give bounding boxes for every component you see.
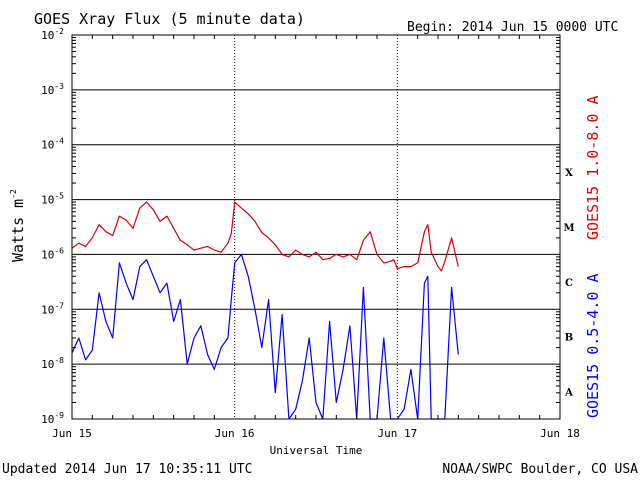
- legend-long-channel: GOES15 1.0-8.0 A: [584, 96, 602, 241]
- credit-line: NOAA/SWPC Boulder, CO USA: [442, 462, 638, 477]
- x-tick-label: Jun 18: [540, 427, 580, 440]
- y-tick-label: 10-7: [41, 301, 64, 316]
- x-tick-label: Jun 15: [52, 427, 92, 440]
- grid-lines: [71, 34, 561, 420]
- updated-timestamp: Updated 2014 Jun 17 10:35:11 UTC: [2, 462, 252, 477]
- y-axis-label: Watts m-2: [9, 189, 27, 262]
- y-tick-labels: 10-2 10-3 10-4 10-5 10-6 10-7 10-8 10-9: [41, 27, 64, 426]
- y-tick-label: 10-6: [41, 246, 64, 261]
- x-axis-label: Universal Time: [270, 444, 363, 457]
- legend-short-channel: GOES15 0.5-4.0 A: [584, 274, 602, 419]
- flare-class-label: A: [564, 388, 573, 399]
- flare-class-label: X: [565, 168, 573, 179]
- begin-time: Begin: 2014 Jun 15 0000 UTC: [407, 20, 618, 35]
- series-layer: [71, 201, 459, 420]
- flare-class-label: M: [563, 223, 574, 234]
- plot-border: [71, 34, 561, 420]
- flare-class-label: B: [565, 333, 573, 344]
- y-tick-label: 10-8: [41, 356, 64, 371]
- y-tick-label: 10-5: [41, 192, 64, 207]
- y-axis-label-exp: -2: [9, 189, 18, 199]
- y-tick-label: 10-4: [41, 137, 64, 152]
- plot-frame: [71, 34, 561, 420]
- y-tick-label: 10-9: [41, 411, 64, 426]
- y-axis-label-base: Watts m: [9, 199, 27, 262]
- y-tick-label: 10-2: [41, 27, 64, 42]
- flare-class-label: C: [565, 278, 573, 289]
- x-tick-label: Jun 17: [377, 427, 417, 440]
- chart-title: GOES Xray Flux (5 minute data): [34, 10, 305, 28]
- x-tick-label: Jun 16: [215, 427, 255, 440]
- y-tick-label: 10-3: [41, 82, 64, 97]
- series-long-channel-line: [71, 201, 459, 272]
- flare-class-labels: X M C B A: [563, 168, 574, 398]
- x-tick-labels: Jun 15 Jun 16 Jun 17 Jun 18: [52, 427, 580, 440]
- series-short-channel-line: [71, 253, 459, 420]
